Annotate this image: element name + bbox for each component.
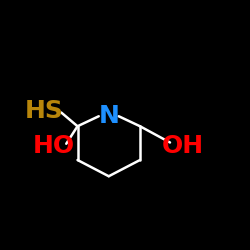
Text: OH: OH	[162, 134, 203, 158]
Text: N: N	[98, 104, 119, 128]
Text: HS: HS	[24, 99, 63, 123]
Text: HO: HO	[33, 134, 75, 158]
